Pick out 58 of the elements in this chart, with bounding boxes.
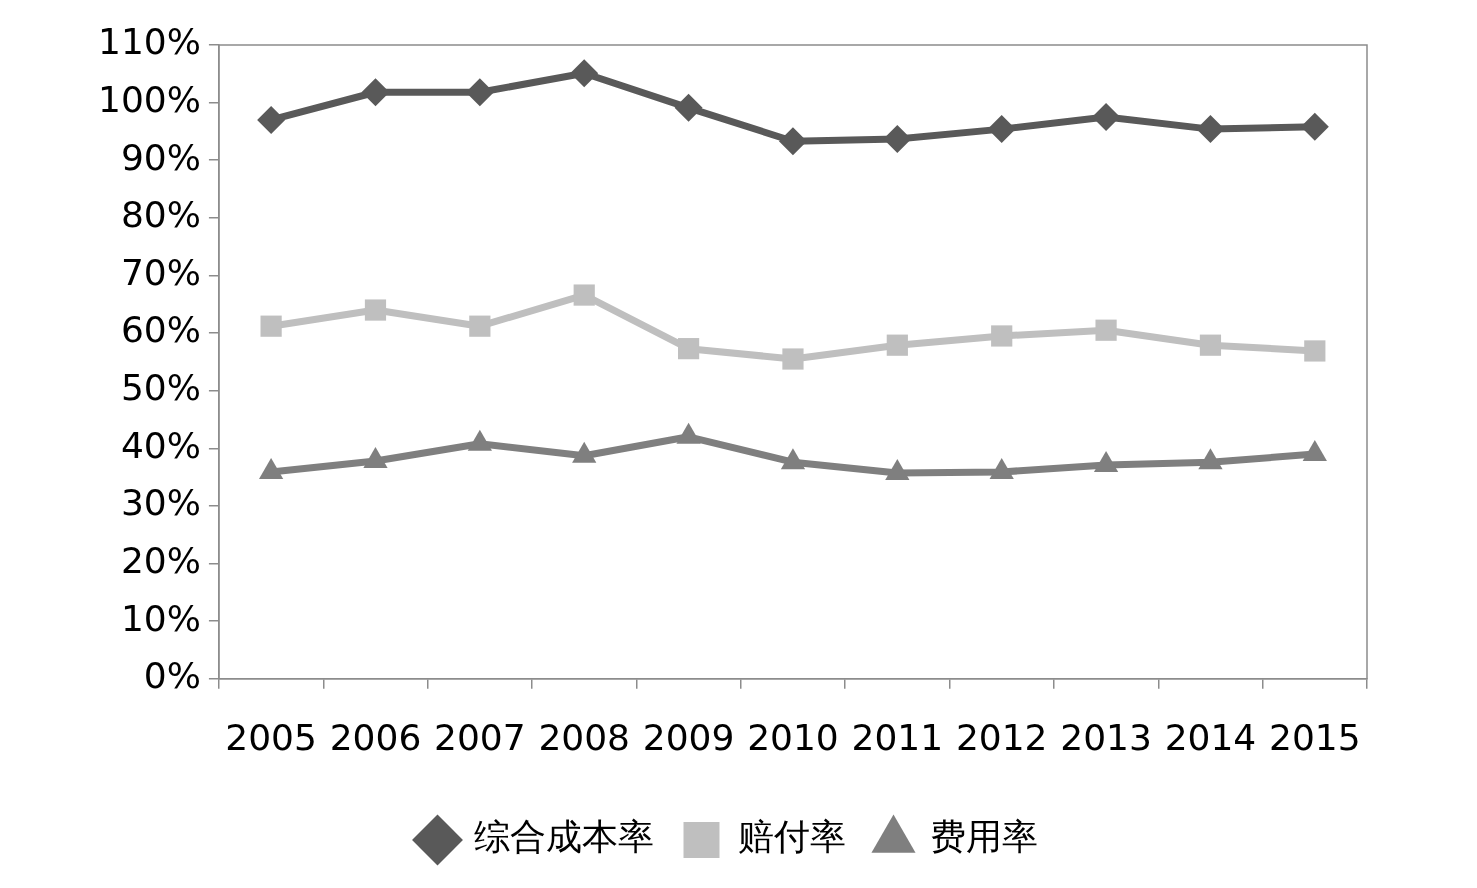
point	[674, 93, 703, 122]
x-tick-label: 2010	[747, 716, 839, 758]
point	[885, 459, 910, 481]
x-tick-label: 2006	[329, 716, 422, 758]
point	[778, 127, 807, 156]
x-tick-label: 2008	[538, 716, 631, 758]
legend-label: 赔付率	[737, 816, 846, 858]
x-tick-label: 2011	[851, 716, 944, 758]
y-tick-label: 80%	[120, 194, 201, 236]
point	[467, 429, 492, 451]
point	[677, 338, 700, 360]
point	[991, 325, 1013, 347]
point	[1304, 340, 1326, 362]
point	[1300, 112, 1329, 141]
y-tick-label: 20%	[120, 539, 201, 581]
x-tick-label: 2014	[1164, 716, 1257, 758]
point	[573, 284, 595, 306]
point	[987, 115, 1016, 144]
y-tick-label: 40%	[120, 424, 201, 466]
point	[1095, 319, 1117, 341]
y-tick-label: 90%	[120, 136, 201, 178]
y-tick-label: 100%	[98, 78, 201, 120]
x-tick-label: 2007	[434, 716, 526, 758]
y-tick-label: 50%	[120, 367, 201, 409]
y-tick-label: 30%	[120, 482, 201, 524]
legend-label: 综合成本率	[473, 816, 654, 858]
point	[361, 78, 390, 107]
x-tick-label: 2013	[1060, 716, 1152, 758]
point	[780, 448, 806, 470]
x-tick-label: 2015	[1269, 716, 1361, 758]
point	[1302, 440, 1327, 462]
legend-label: 费用率	[929, 816, 1038, 858]
y-tick-label: 70%	[120, 251, 201, 293]
point	[364, 299, 387, 321]
point	[989, 457, 1014, 479]
point	[469, 315, 491, 337]
point	[1198, 448, 1223, 470]
y-tick-label: 10%	[120, 597, 201, 639]
point	[260, 315, 282, 337]
point	[1092, 103, 1121, 132]
point	[257, 105, 286, 134]
point	[363, 447, 388, 468]
x-tick-label: 2005	[225, 716, 317, 758]
point	[572, 441, 597, 463]
point	[886, 334, 908, 356]
point	[1199, 334, 1222, 356]
y-tick-label: 110%	[98, 21, 201, 63]
x-tick-label: 2009	[642, 716, 735, 758]
point	[676, 422, 701, 444]
x-tick-label: 2012	[955, 716, 1048, 758]
point	[883, 124, 912, 153]
point	[258, 457, 284, 479]
y-tick-label: 60%	[120, 309, 201, 351]
point	[782, 348, 804, 370]
point	[570, 59, 599, 88]
point	[1196, 115, 1225, 144]
point	[1093, 451, 1119, 473]
y-tick-label: 0%	[143, 655, 201, 697]
